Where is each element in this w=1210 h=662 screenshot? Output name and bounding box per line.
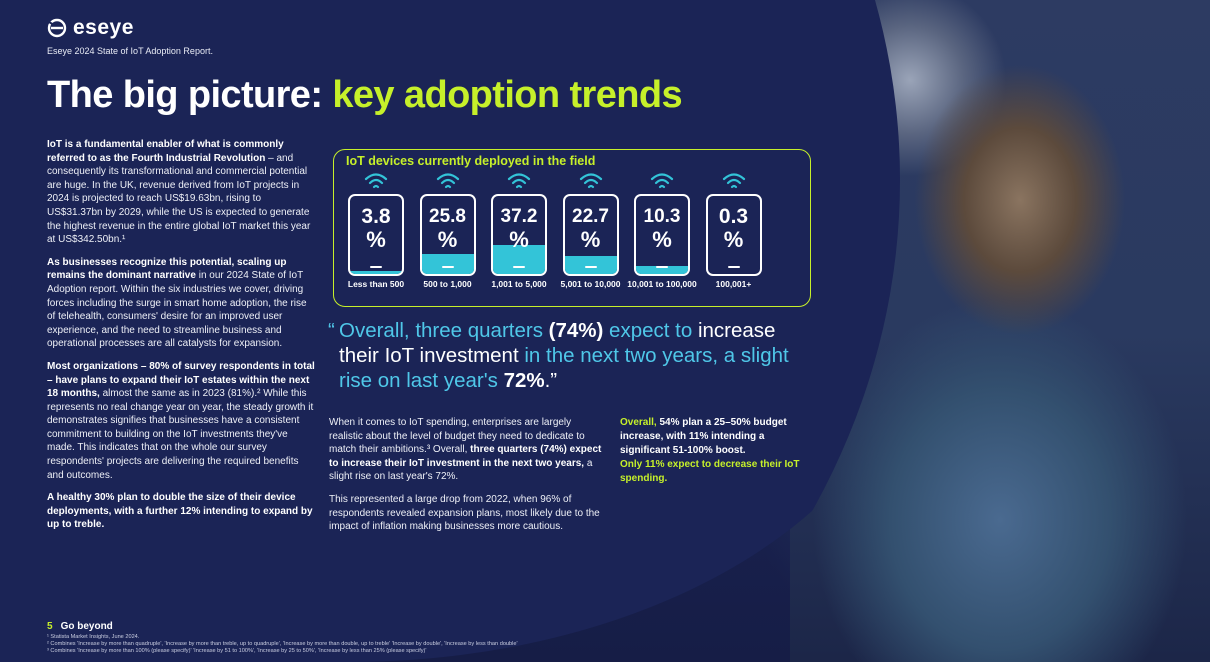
spending-bold: three quarters (74%) expect to increase … [329, 444, 602, 469]
wifi-icon [364, 173, 388, 189]
quote-text: Overall, three quarters (74%) expect to … [328, 318, 798, 393]
left-column: IoT is a fundamental enabler of what is … [47, 138, 315, 541]
title-accent: key adoption trends [332, 74, 683, 116]
value-label: 22.7% [572, 206, 609, 252]
paragraph-double: A healthy 30% plan to double the size of… [47, 491, 315, 532]
phone-icon: 25.8% [419, 194, 476, 276]
devices-chart: IoT devices currently deployed in the fi… [333, 149, 811, 307]
chart-title: IoT devices currently deployed in the fi… [346, 154, 596, 168]
page-number: 5 [47, 621, 53, 632]
section-label[interactable]: Go beyond [60, 621, 113, 632]
category-label: 500 to 1,000 [423, 279, 472, 289]
quote-bold-2: 72% [503, 369, 545, 392]
value-label: 10.3% [643, 206, 681, 252]
page-footer: 5 Go beyond [47, 621, 113, 632]
logo-text: eseye [73, 16, 134, 39]
pull-quote: “ Overall, three quarters (74%) expect t… [328, 318, 798, 393]
value-label: 0.3% [718, 205, 749, 252]
paragraph-intro: IoT is a fundamental enabler of what is … [47, 138, 315, 247]
phone-icon: 3.8% [348, 194, 404, 276]
budget-callout: Overall, 54% plan a 25–50% budget increa… [620, 416, 810, 486]
device-bar-1: 3.8% [346, 168, 406, 278]
report-title: Eseye 2024 State of IoT Adoption Report. [47, 46, 213, 56]
phone-icon: 22.7% [562, 194, 619, 276]
device-bar-6: 0.3% [704, 168, 764, 278]
footnote-3: ³ Combines 'Increase by more than 100% (… [47, 648, 427, 654]
callout-text: 54% plan a 25–50% budget increase, with … [620, 417, 787, 456]
paragraph-drop: This represented a large drop from 2022,… [329, 493, 600, 533]
quote-part-3: in the next two years, a slight rise on … [339, 344, 789, 392]
brand-logo[interactable]: eseye [47, 16, 134, 40]
footnote-2: ² Combines 'Increase by more than quadru… [47, 641, 518, 647]
double-bold: A healthy 30% plan to double the size of… [47, 492, 313, 531]
category-label: 10,001 to 100,000 [627, 279, 697, 289]
category-label: 5,001 to 10,000 [560, 279, 621, 289]
intro-bold: IoT is a fundamental enabler of what is … [47, 139, 284, 164]
value-label: 25.8% [429, 206, 466, 252]
eseye-logo-icon [47, 18, 67, 38]
content-panel [0, 0, 920, 662]
device-bar-2: 25.8% [418, 168, 478, 278]
quote-bold-1: (74%) [548, 319, 604, 342]
paragraph-spending: When it comes to IoT spending, enterpris… [329, 416, 607, 484]
paragraph-expansion: Most organizations – 80% of survey respo… [47, 360, 315, 482]
category-label: 1,001 to 5,000 [491, 279, 547, 289]
wifi-icon [722, 173, 745, 189]
phone-home-bar [656, 266, 668, 268]
spending-text-a: When it comes to IoT spending, enterpris… [329, 417, 585, 456]
quote-open-mark: “ [328, 319, 335, 342]
bar-fill [350, 271, 402, 274]
quote-close-mark: .” [544, 369, 558, 392]
scaling-bold: As businesses recognize this potential, … [47, 256, 287, 282]
page-title: The big picture: key adoption trends [47, 74, 683, 117]
footnote-1: ¹ Statista Market Insights, June 2024. [47, 634, 140, 640]
bar-fill [421, 253, 474, 274]
bar-fill [564, 256, 617, 274]
device-bar-4: 22.7% [561, 168, 621, 278]
expansion-bold: Most organizations – 80% of survey respo… [47, 360, 315, 400]
title-plain: The big picture: [47, 74, 333, 116]
wifi-icon [579, 173, 602, 189]
value-label: 37.2% [500, 206, 538, 252]
phone-icon: 0.3% [705, 194, 762, 276]
bar-fill [493, 244, 545, 274]
phone-home-bar [727, 266, 740, 268]
scaling-text: in our 2024 State of IoT Adoption report… [47, 270, 307, 350]
bar-fill [636, 265, 688, 274]
category-label: 100,001+ [715, 279, 752, 289]
phone-icon: 37.2% [491, 194, 547, 276]
paragraph-scaling: As businesses recognize this potential, … [47, 256, 315, 351]
category-label: Less than 500 [347, 279, 405, 289]
spending-text-b: a slight rise on last year's 72%. [329, 457, 593, 483]
device-bar-3: 37.2% [489, 168, 549, 278]
quote-part-1: Overall, three quarters [339, 319, 549, 342]
wifi-icon [650, 173, 674, 189]
wifi-icon [507, 173, 531, 189]
phone-icon: 10.3% [634, 194, 690, 276]
callout-accent-2: Only 11% expect to decrease their IoT sp… [620, 459, 800, 484]
callout-accent-1: Overall, [620, 417, 657, 428]
middle-column: When it comes to IoT spending, enterpris… [329, 416, 607, 543]
intro-text: – and consequently its transformational … [47, 152, 311, 246]
value-label: 3.8% [361, 205, 391, 252]
footnotes: ¹ Statista Market Insights, June 2024. ²… [47, 634, 687, 655]
expansion-text: almost the same as in 2023 (81%).² While… [47, 388, 314, 481]
phone-home-bar [441, 266, 454, 268]
phone-home-bar [513, 266, 525, 268]
wifi-icon [436, 173, 459, 189]
device-bar-5: 10.3% [632, 168, 692, 278]
phone-home-bar [370, 266, 382, 268]
quote-white: increase their IoT investment [339, 319, 776, 367]
quote-part-2: expect to [603, 319, 698, 342]
phone-home-bar [584, 266, 597, 268]
